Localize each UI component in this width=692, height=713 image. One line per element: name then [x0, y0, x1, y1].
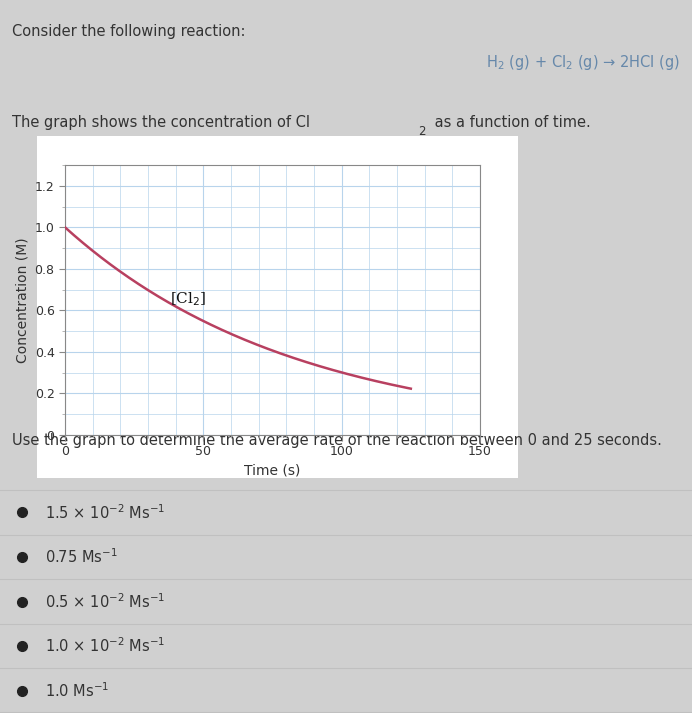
Text: 2: 2: [418, 125, 426, 138]
Text: 1.0 × 10$^{-2}$ Ms$^{-1}$: 1.0 × 10$^{-2}$ Ms$^{-1}$: [45, 637, 165, 655]
Text: Consider the following reaction:: Consider the following reaction:: [12, 24, 246, 39]
X-axis label: Time (s): Time (s): [244, 464, 301, 478]
Text: 0.75 Ms$^{-1}$: 0.75 Ms$^{-1}$: [45, 548, 118, 566]
Text: 1.5 × 10$^{-2}$ Ms$^{-1}$: 1.5 × 10$^{-2}$ Ms$^{-1}$: [45, 503, 165, 522]
Text: H$_2$ (g) + Cl$_2$ (g) → 2HCl (g): H$_2$ (g) + Cl$_2$ (g) → 2HCl (g): [486, 53, 680, 73]
Text: 0.5 × 10$^{-2}$ Ms$^{-1}$: 0.5 × 10$^{-2}$ Ms$^{-1}$: [45, 593, 165, 611]
Text: [Cl$_2$]: [Cl$_2$]: [170, 290, 207, 308]
Text: Use the graph to determine the average rate of the reaction between 0 and 25 sec: Use the graph to determine the average r…: [12, 433, 662, 448]
Text: The graph shows the concentration of Cl: The graph shows the concentration of Cl: [12, 115, 311, 130]
Text: as a function of time.: as a function of time.: [430, 115, 590, 130]
Y-axis label: Concentration (M): Concentration (M): [15, 237, 29, 363]
Text: 1.0 Ms$^{-1}$: 1.0 Ms$^{-1}$: [45, 682, 109, 700]
